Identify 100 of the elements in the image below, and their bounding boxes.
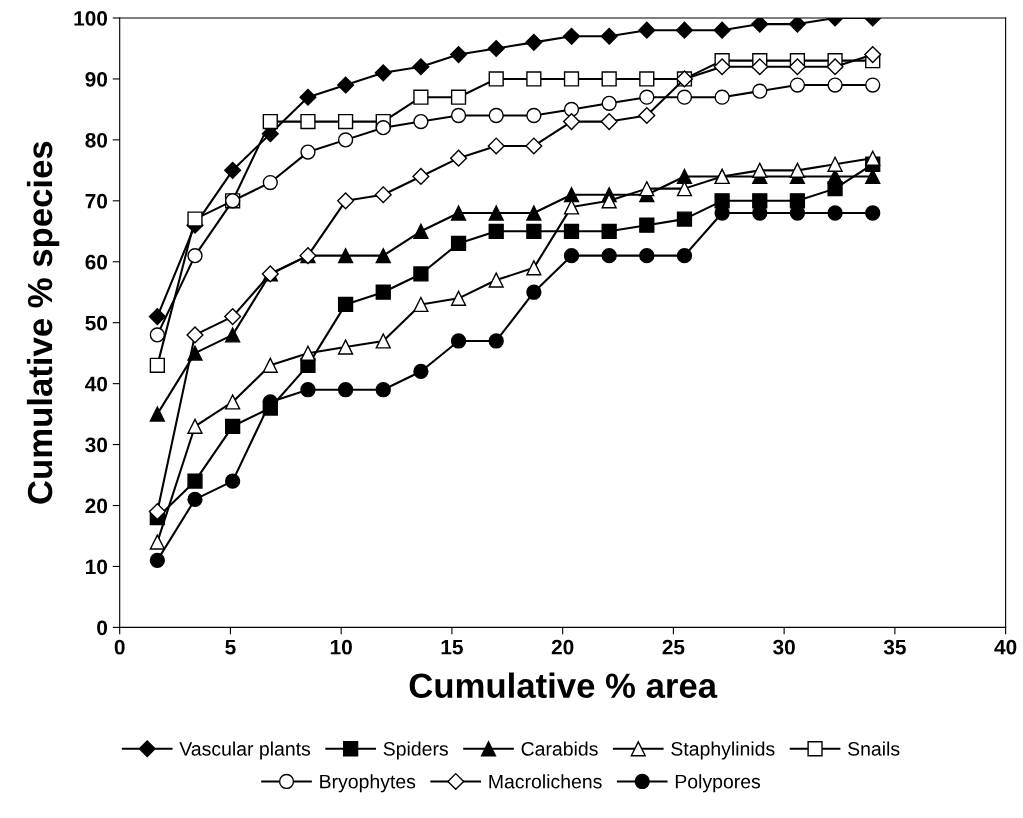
- point: [187, 473, 203, 489]
- point: [563, 101, 580, 118]
- point: [526, 223, 542, 239]
- point: [225, 418, 241, 434]
- point: [563, 248, 580, 264]
- point: [713, 21, 731, 39]
- point: [752, 162, 768, 178]
- point: [450, 205, 467, 221]
- point: [149, 327, 165, 343]
- x-tick-label: 20: [551, 639, 574, 655]
- legend-label: Polypores: [675, 774, 761, 793]
- point: [639, 248, 655, 264]
- point: [639, 180, 655, 197]
- point: [563, 199, 580, 215]
- y-tick-label: 100: [74, 11, 108, 26]
- point: [224, 308, 242, 326]
- point: [675, 21, 694, 39]
- legend-label: Bryophytes: [320, 774, 416, 793]
- y-tick-label: 0: [97, 620, 108, 636]
- point: [337, 132, 354, 148]
- point: [450, 235, 467, 252]
- point: [488, 107, 504, 124]
- point: [413, 89, 429, 105]
- point: [751, 18, 769, 33]
- point: [865, 205, 881, 221]
- y-tick-label: 60: [85, 254, 108, 270]
- point: [337, 76, 355, 94]
- point: [375, 248, 391, 264]
- point: [751, 58, 769, 76]
- point: [676, 248, 693, 264]
- point: [638, 21, 656, 39]
- point: [375, 382, 391, 398]
- point: [413, 266, 429, 282]
- point: [374, 186, 392, 204]
- point: [864, 46, 882, 64]
- point: [788, 58, 806, 76]
- point: [639, 89, 655, 105]
- point: [225, 473, 241, 489]
- point: [488, 223, 504, 239]
- point: [638, 106, 656, 125]
- point: [149, 552, 165, 569]
- point: [337, 382, 354, 398]
- point: [488, 71, 504, 87]
- point: [526, 71, 542, 87]
- point: [450, 333, 467, 349]
- point: [713, 58, 731, 76]
- point: [300, 345, 316, 361]
- point: [337, 192, 355, 210]
- y-tick-label: 70: [85, 193, 108, 209]
- y-tick-label: 90: [85, 71, 108, 87]
- legend-label: Macrolichens: [489, 774, 602, 789]
- point: [563, 223, 580, 239]
- point: [526, 284, 542, 300]
- point: [525, 137, 543, 155]
- legend-label: Spiders: [383, 741, 448, 760]
- point: [374, 64, 392, 82]
- point: [413, 296, 429, 313]
- point: [337, 339, 354, 355]
- point: [450, 89, 467, 105]
- x-tick-label: 40: [994, 639, 1017, 655]
- point: [450, 149, 468, 167]
- point: [148, 308, 166, 326]
- point: [676, 168, 693, 185]
- point: [676, 89, 693, 105]
- point: [789, 77, 806, 93]
- point: [600, 113, 618, 131]
- point: [412, 167, 430, 185]
- point: [450, 46, 468, 64]
- y-tick-label: 10: [86, 559, 108, 575]
- point: [789, 162, 806, 178]
- point: [149, 406, 165, 422]
- point: [487, 39, 505, 58]
- point: [601, 95, 617, 111]
- point: [639, 71, 655, 87]
- point: [526, 107, 542, 124]
- y-tick-label: 80: [85, 132, 108, 148]
- point: [337, 296, 354, 313]
- point: [300, 382, 316, 398]
- x-tick-label: 25: [662, 639, 685, 655]
- point: [300, 144, 316, 160]
- point: [525, 33, 543, 51]
- point: [262, 357, 278, 373]
- x-tick-label: 0: [114, 639, 125, 655]
- point: [148, 503, 166, 521]
- point: [601, 193, 617, 209]
- point: [788, 18, 806, 33]
- point: [149, 357, 165, 373]
- y-tick-label: 20: [85, 498, 108, 514]
- point: [262, 174, 278, 191]
- point: [488, 272, 504, 288]
- point: [149, 534, 165, 550]
- point: [413, 223, 429, 239]
- point: [827, 77, 843, 93]
- point: [600, 27, 618, 45]
- point: [225, 327, 241, 343]
- x-tick-label: 15: [441, 639, 463, 655]
- x-tick-label: 10: [330, 639, 352, 655]
- point: [827, 156, 843, 172]
- legend-label: Vascular plants: [179, 741, 311, 760]
- x-axis-title: Cumulative % area: [409, 672, 718, 699]
